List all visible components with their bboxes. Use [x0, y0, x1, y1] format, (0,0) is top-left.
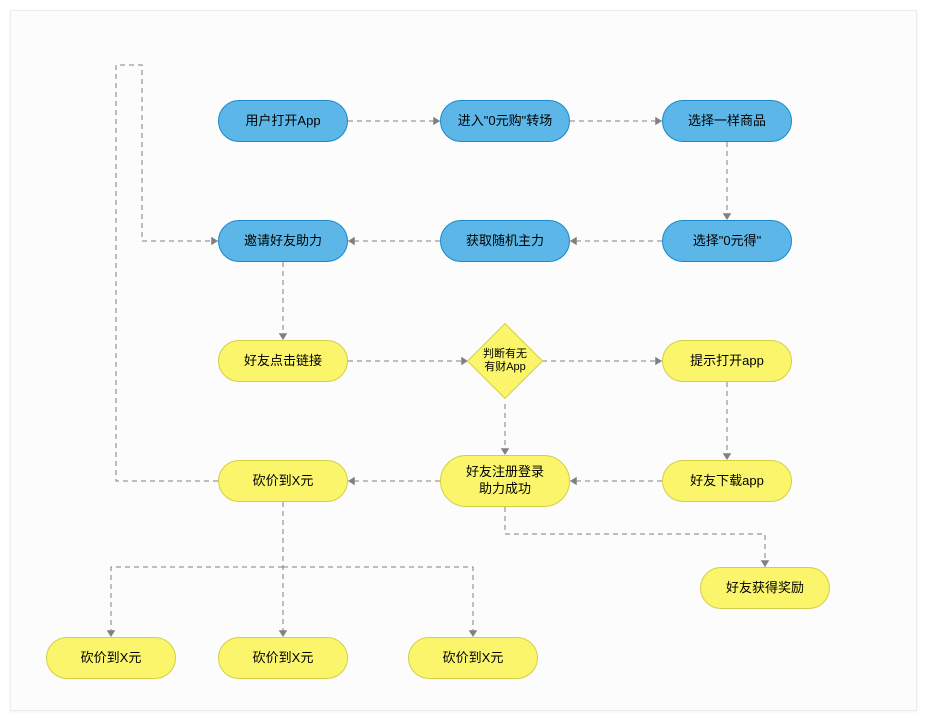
node-label: 进入"0元购"转场 [458, 113, 552, 130]
diamond-shape [467, 323, 543, 399]
node-label: 用户打开App [245, 113, 320, 130]
node-label: 选择"0元得" [693, 233, 761, 250]
node-label: 选择一样商品 [688, 113, 766, 130]
node-n9: 提示打开app [662, 340, 792, 382]
node-n6: 邀请好友助力 [218, 220, 348, 262]
node-n7: 好友点击链接 [218, 340, 348, 382]
node-label: 好友获得奖励 [726, 580, 804, 597]
node-label: 砍价到X元 [443, 650, 504, 667]
flowchart-canvas: 用户打开App 进入"0元购"转场 选择一样商品选择"0元得" 获取随机主力 邀请好友助… [0, 0, 927, 719]
node-n1: 用户打开App [218, 100, 348, 142]
node-n14: 砍价到X元 [46, 637, 176, 679]
node-label: 砍价到X元 [253, 473, 314, 490]
node-n16: 砍价到X元 [408, 637, 538, 679]
node-n12: 砍价到X元 [218, 460, 348, 502]
node-label: 好友下载app [690, 473, 764, 490]
node-label: 邀请好友助力 [244, 233, 322, 250]
node-n13: 好友获得奖励 [700, 567, 830, 609]
node-n15: 砍价到X元 [218, 637, 348, 679]
node-label: 砍价到X元 [81, 650, 142, 667]
node-label: 提示打开app [690, 353, 764, 370]
node-n11: 好友注册登录助力成功 [440, 455, 570, 507]
node-label: 好友注册登录助力成功 [466, 464, 544, 498]
node-n2: 进入"0元购"转场 [440, 100, 570, 142]
node-n10: 好友下载app [662, 460, 792, 502]
node-label: 获取随机主力 [466, 233, 544, 250]
node-n3: 选择一样商品 [662, 100, 792, 142]
node-label: 砍价到X元 [253, 650, 314, 667]
node-n4: 选择"0元得" [662, 220, 792, 262]
node-n8: 判断有无有财App [468, 318, 542, 404]
node-n5: 获取随机主力 [440, 220, 570, 262]
node-label: 好友点击链接 [244, 353, 322, 370]
